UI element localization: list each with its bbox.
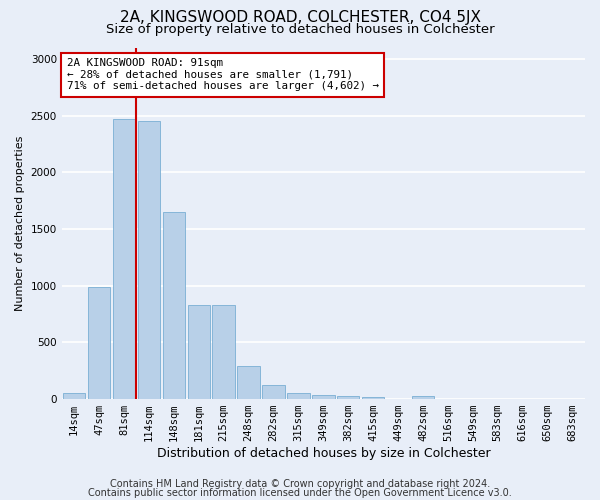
Bar — [337, 396, 359, 399]
Bar — [137, 121, 160, 399]
Bar — [163, 212, 185, 399]
Bar — [238, 366, 260, 399]
Text: 2A KINGSWOOD ROAD: 91sqm
← 28% of detached houses are smaller (1,791)
71% of sem: 2A KINGSWOOD ROAD: 91sqm ← 28% of detach… — [67, 58, 379, 91]
Text: Contains public sector information licensed under the Open Government Licence v3: Contains public sector information licen… — [88, 488, 512, 498]
Bar — [88, 287, 110, 399]
Text: Contains HM Land Registry data © Crown copyright and database right 2024.: Contains HM Land Registry data © Crown c… — [110, 479, 490, 489]
Bar — [262, 386, 285, 399]
Text: Size of property relative to detached houses in Colchester: Size of property relative to detached ho… — [106, 22, 494, 36]
Y-axis label: Number of detached properties: Number of detached properties — [15, 136, 25, 311]
Bar — [212, 305, 235, 399]
Bar — [362, 397, 385, 399]
Bar — [188, 305, 210, 399]
Bar — [287, 393, 310, 399]
Bar — [412, 396, 434, 399]
Bar — [312, 394, 335, 399]
Bar — [113, 119, 135, 399]
X-axis label: Distribution of detached houses by size in Colchester: Distribution of detached houses by size … — [157, 447, 490, 460]
Bar — [63, 394, 85, 399]
Text: 2A, KINGSWOOD ROAD, COLCHESTER, CO4 5JX: 2A, KINGSWOOD ROAD, COLCHESTER, CO4 5JX — [119, 10, 481, 25]
